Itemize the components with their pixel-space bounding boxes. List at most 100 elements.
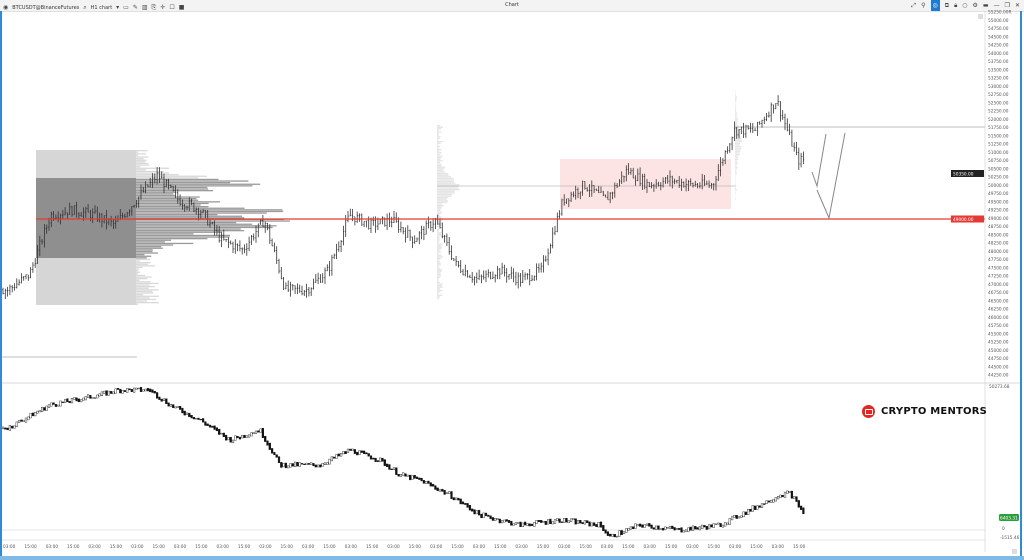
delta-bar (602, 525, 605, 531)
profile-row (136, 185, 253, 187)
scroll-right-button[interactable] (1012, 549, 1017, 554)
search-icon[interactable]: ⌕ (83, 4, 87, 11)
delta-bar (652, 527, 655, 530)
delta-bar (689, 526, 692, 531)
globe-icon[interactable]: ◉ (3, 4, 9, 11)
chart-type-dropdown[interactable]: H1 chart (90, 4, 113, 11)
copy-icon[interactable]: ⧉ (944, 2, 950, 9)
delta-bar (109, 391, 113, 394)
delta-bar (250, 432, 253, 437)
delta-bar (367, 453, 370, 457)
template-icon[interactable]: ⎘ (151, 4, 157, 11)
symbol-label[interactable]: BTCUSDT@BinanceFutures (12, 4, 80, 11)
delta-bar (356, 451, 359, 456)
delta-bar (268, 442, 271, 450)
delta-bar (487, 514, 490, 517)
delta-bar (627, 527, 630, 531)
profile-row (136, 300, 147, 302)
profile-row (735, 94, 736, 97)
profile-row (136, 166, 141, 168)
profile-row (437, 254, 442, 256)
delta-bar (558, 518, 561, 523)
lower-axis-bottom: -1515.46 (1000, 535, 1020, 541)
delta-bar (6, 427, 9, 431)
time-axis-label: 03:00 (387, 544, 400, 550)
profile-row (437, 237, 440, 239)
profile-row (136, 274, 146, 277)
delta-bar (18, 420, 21, 423)
delta-bar (388, 464, 391, 470)
price-axis-label: 46250.00 (988, 307, 1009, 313)
price-axis-label: 53750.00 (988, 59, 1009, 65)
window-icon[interactable]: ☐ (169, 4, 175, 11)
minimize-icon[interactable]: — (993, 2, 1000, 9)
delta-bar (213, 425, 216, 430)
profile-row (136, 249, 153, 251)
profile-row (437, 280, 439, 282)
delta-bar (328, 458, 331, 465)
delta-bar (165, 398, 168, 404)
monitor-icon[interactable]: ▭ (123, 4, 129, 11)
delta-bar (473, 509, 476, 515)
fill-icon[interactable]: ■ (178, 4, 185, 11)
profile-row (136, 226, 273, 229)
delta-bar (137, 387, 140, 390)
profile-row (136, 191, 176, 193)
delta-bar (284, 462, 287, 469)
profile-row (136, 178, 219, 181)
delta-bar (450, 491, 453, 499)
profile-row (437, 125, 441, 127)
link-icon[interactable]: ⚲ (921, 2, 926, 9)
profile-row (136, 209, 283, 211)
profile-row (136, 231, 222, 233)
delta-bar (604, 529, 607, 534)
pin-icon[interactable]: ▬ (982, 2, 989, 9)
profile-row (136, 204, 201, 206)
delta-bar (754, 505, 757, 510)
delta-bar (254, 430, 258, 434)
collapse-button[interactable] (978, 14, 983, 19)
draw-tool-icon[interactable]: ⤢ (911, 2, 917, 9)
profile-row (437, 281, 440, 284)
red-level-text: 49000.00 (953, 217, 974, 223)
lock-icon[interactable]: 🔒︎ (954, 2, 958, 9)
price-axis-label: 53000.00 (988, 84, 1009, 90)
restore-icon[interactable]: ❐ (1004, 2, 1010, 9)
sync-icon[interactable]: ◎ (930, 0, 940, 11)
delta-bar (47, 404, 51, 408)
delta-bar (786, 490, 789, 494)
pencil-icon[interactable]: ✎ (132, 4, 138, 11)
delta-bar (657, 525, 660, 530)
settings-icon[interactable]: ⚙ (972, 2, 978, 9)
profile-row (136, 257, 147, 259)
profile-row (437, 133, 439, 135)
time-axis-label: 15:00 (494, 544, 507, 550)
delta-bar (712, 523, 715, 528)
price-axis-label: 48000.00 (988, 249, 1009, 255)
indicator-icon[interactable]: ▥ (141, 4, 148, 11)
delta-bar (204, 421, 207, 426)
close-icon[interactable]: ✕ (1014, 2, 1020, 9)
profile-row (136, 246, 162, 248)
delta-bar (264, 435, 267, 442)
delta-bar (512, 523, 515, 526)
crosshair-icon[interactable]: ✛ (160, 4, 166, 11)
profile-row (136, 294, 144, 296)
profile-row (136, 239, 172, 241)
profile-row (437, 233, 441, 236)
profile-row (735, 117, 738, 119)
lower-axis-zero: 0 (1002, 526, 1005, 532)
chevron-down-icon[interactable]: ▾ (116, 4, 120, 11)
profile-row (735, 144, 740, 146)
delta-bar (777, 496, 780, 500)
delta-bar (763, 503, 766, 505)
profile-row (437, 147, 439, 149)
profile-row (136, 223, 253, 225)
delta-bar (369, 455, 373, 460)
delta-bar (59, 400, 62, 407)
color-circle-icon[interactable]: ○ (962, 2, 968, 9)
delta-bar (112, 391, 115, 395)
profile-row (136, 303, 138, 305)
price-axis-label: 49250.00 (988, 208, 1009, 214)
